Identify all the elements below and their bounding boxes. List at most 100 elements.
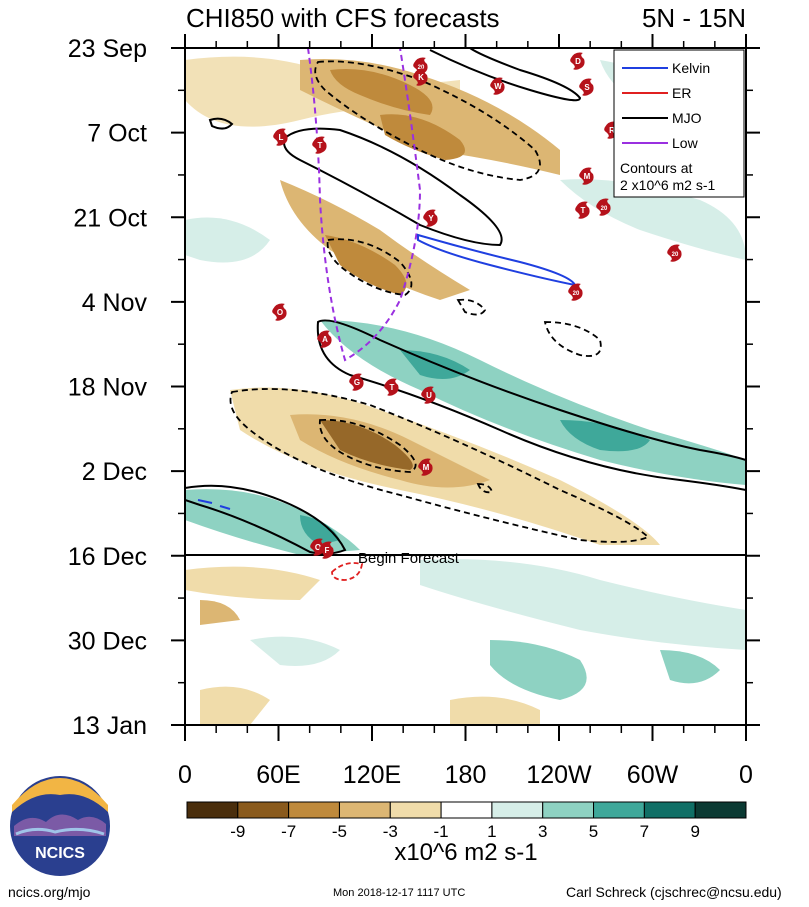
storm-marker: O [272, 303, 287, 321]
storm-label: M [423, 463, 430, 472]
storm-label: Y [428, 214, 434, 223]
dashed-contour [456, 298, 487, 316]
storm-marker: K [413, 68, 428, 86]
storm-marker: S [579, 78, 594, 96]
storm-icon [319, 541, 334, 559]
y-tick-label: 4 Nov [82, 289, 148, 317]
colorbar-bin [288, 801, 340, 819]
colorbar-tick-label: -7 [281, 822, 296, 841]
storm-label: 20 [573, 291, 580, 297]
shade-region [450, 696, 540, 725]
storm-marker: T [384, 378, 399, 396]
y-tick-label: 16 Dec [68, 543, 147, 571]
mjo-contour [429, 48, 582, 102]
legend-note-2: 2 x10^6 m2 s-1 [620, 177, 715, 193]
legend-box [613, 49, 745, 198]
colorbar-bin [186, 801, 239, 819]
storm-icon [596, 198, 611, 216]
footer-author: Carl Schreck (cjschrec@ncsu.edu) [566, 884, 782, 900]
shade-region [560, 420, 650, 452]
colorbar-bin [491, 801, 544, 819]
colorbar: -9 -7 -5 -3 -1 1 3 5 7 9 [186, 801, 747, 841]
storm-marker: G [349, 373, 364, 391]
storm-label: T [581, 206, 586, 215]
storm-marker: T [575, 201, 590, 219]
shade-region [200, 600, 240, 625]
storm-icon [421, 386, 436, 404]
colorbar-bin [389, 801, 442, 819]
storm-label: D [575, 57, 581, 66]
logo-wave [15, 827, 105, 836]
legend-label: ER [672, 85, 691, 101]
colorbar-units: x10^6 m2 s-1 [394, 839, 537, 866]
shade-region [185, 217, 270, 263]
x-tick-label: 120E [343, 761, 401, 789]
legend-note-1: Contours at [620, 160, 692, 176]
shade-region [185, 566, 320, 600]
logo-text: NCICS [35, 845, 85, 862]
storm-label: K [418, 73, 424, 82]
storm-marker: M [579, 167, 594, 185]
anomaly-shading [185, 48, 746, 725]
storm-label: R [609, 126, 615, 135]
x-tick-label: 60W [627, 761, 679, 789]
shade-region [380, 114, 465, 160]
mjo-contours [185, 48, 746, 555]
dashed-contour [229, 388, 650, 543]
dashed-contour [326, 238, 413, 296]
colorbar-tick-label: -9 [230, 822, 245, 841]
footer-url[interactable]: ncics.org/mjo [8, 884, 91, 900]
colorbar-tick-label: -1 [434, 822, 449, 841]
chart-region: 5N - 15N [642, 3, 746, 33]
storm-marker: 20 [596, 198, 611, 216]
shade-region [200, 686, 270, 725]
x-tick-label: 60E [256, 761, 300, 789]
x-tick-label: 180 [445, 761, 487, 789]
colorbar-tick-label: 5 [589, 822, 598, 841]
forecast-line-label: Begin Forecast [358, 550, 460, 567]
legend-label: Kelvin [672, 60, 710, 76]
storm-marker: Y [423, 209, 438, 227]
storm-marker: D [570, 52, 585, 70]
y-tick-label: 18 Nov [68, 374, 148, 402]
storm-label: G [354, 378, 360, 387]
storm-marker: M [418, 458, 433, 476]
storm-icon [579, 167, 594, 185]
colorbar-bin [237, 801, 290, 819]
storm-marker: F [319, 541, 334, 559]
colorbar-bin [542, 801, 595, 819]
colorbar-tick-label: -5 [332, 822, 347, 841]
y-axis: 23 Sep 7 Oct 21 Oct 4 Nov 18 Nov 2 Dec 16 Dec 3… [68, 35, 760, 740]
storm-icon [568, 283, 583, 301]
y-tick-label: 21 Oct [73, 204, 147, 232]
storm-label: 20 [672, 252, 679, 258]
y-tick-label: 7 Oct [87, 120, 147, 148]
legend-label: MJO [672, 110, 702, 126]
er-contour [331, 562, 364, 581]
storm-label: T [318, 141, 323, 150]
logo-sun [12, 778, 108, 812]
shade-region [330, 69, 433, 115]
storm-marker: T [312, 136, 327, 154]
mjo-contour [316, 319, 746, 492]
storm-icon [575, 201, 590, 219]
storm-marker: W [490, 77, 505, 95]
storm-icon [317, 330, 332, 348]
storm-icon [579, 78, 594, 96]
storm-label: T [390, 383, 395, 392]
storm-label: O [315, 543, 321, 552]
storm-icon [667, 244, 682, 262]
storm-label: U [426, 391, 432, 400]
x-tick-label: 0 [178, 761, 192, 789]
colorbar-bin [643, 801, 696, 819]
shade-region [300, 515, 340, 545]
colorbar-tick-label: 1 [487, 822, 496, 841]
colorbar-bin [593, 801, 645, 819]
legend: Kelvin ER MJO Low Contours at 2 x10^6 m2 s-… [613, 49, 745, 198]
storm-icon [413, 68, 428, 86]
storm-marker: 20 [568, 283, 583, 301]
storm-marker: 20 [667, 244, 682, 262]
colorbar-tick-label: 3 [538, 822, 547, 841]
colorbar-tick-label: 7 [640, 822, 649, 841]
